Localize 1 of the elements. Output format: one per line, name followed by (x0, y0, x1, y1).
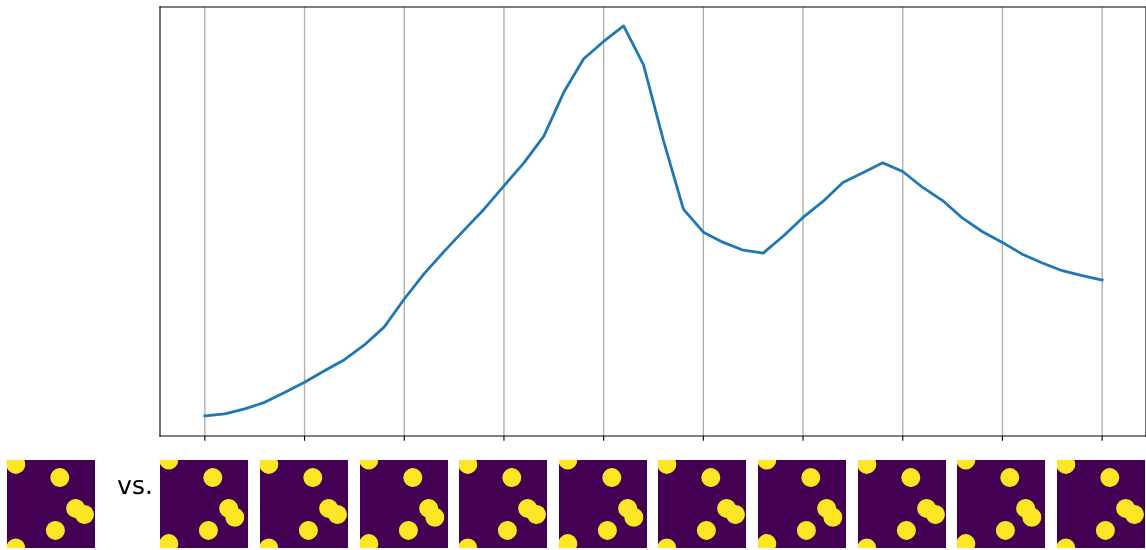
text: vs. (117, 479, 151, 495)
